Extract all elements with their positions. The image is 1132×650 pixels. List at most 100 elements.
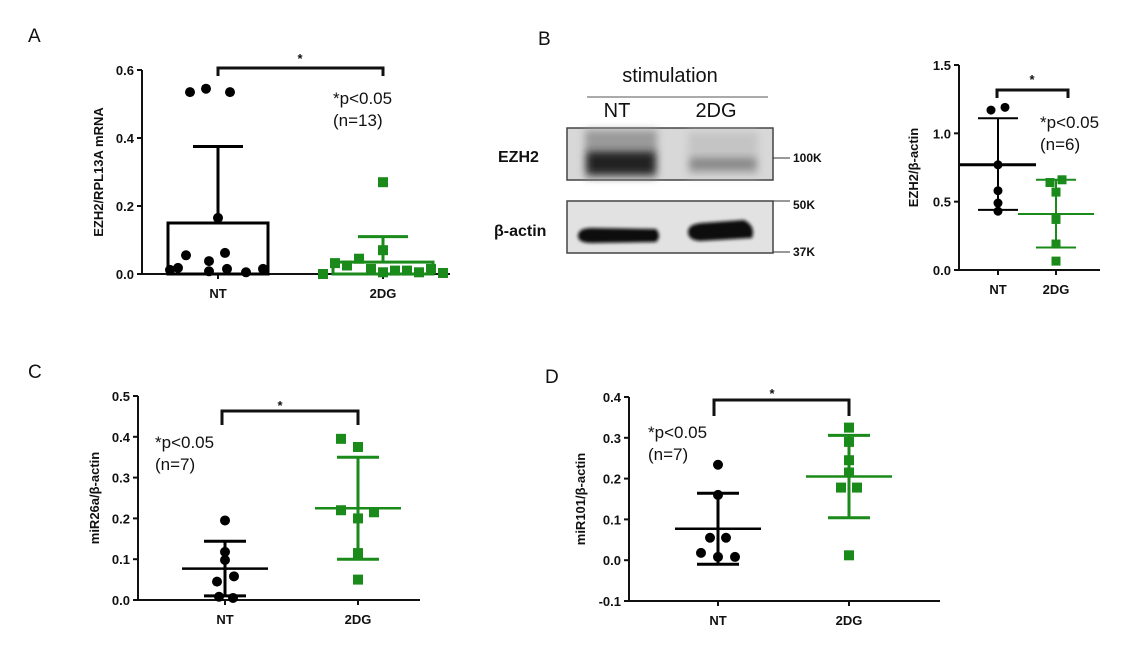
y-tick-label: 0.1 [603, 512, 621, 527]
data-point-nt [1000, 102, 1010, 112]
panel-label: D [545, 367, 559, 388]
data-point-nt [204, 266, 214, 277]
data-point-nt [220, 555, 230, 566]
data-point-2dg [353, 574, 363, 585]
data-point-nt [986, 105, 996, 115]
p-value-note: *p<0.05 [648, 423, 707, 442]
data-point-nt [229, 571, 239, 582]
data-point-nt [201, 83, 211, 94]
x-tick-label: NT [209, 286, 226, 301]
y-tick-label: 0.6 [116, 63, 134, 78]
data-point-nt [220, 515, 230, 526]
data-point-2dg [354, 253, 364, 264]
data-point-nt [993, 198, 1003, 208]
data-point-nt [993, 160, 1003, 170]
y-axis-label: EZH2/RPL13A mRNA [91, 107, 106, 237]
data-point-2dg [438, 267, 448, 278]
data-point-nt [258, 263, 268, 274]
panel-label: C [28, 362, 42, 383]
data-point-2dg [844, 455, 854, 466]
actin-band-nt [578, 228, 659, 243]
significance-bracket [220, 409, 360, 425]
data-point-2dg [1045, 178, 1055, 188]
y-axis-label: miR101/β-actin [573, 453, 588, 546]
data-point-nt [225, 87, 235, 98]
data-point-nt [173, 262, 183, 273]
data-point-2dg [426, 263, 436, 274]
actin-band-2dg [688, 220, 753, 241]
y-tick-label: 0.4 [116, 131, 135, 146]
ezh2-band-nt [587, 152, 655, 174]
data-point-2dg [1057, 175, 1067, 185]
data-point-nt [185, 87, 195, 98]
chart-panel-D [624, 396, 940, 606]
data-point-2dg [369, 507, 379, 518]
chart-panel-C [133, 395, 420, 605]
marker-100k: 100K [793, 151, 822, 165]
data-point-2dg [353, 548, 363, 559]
data-point-nt [220, 247, 230, 258]
n-note: (n=7) [155, 455, 195, 474]
data-point-2dg [1051, 187, 1061, 197]
y-axis-label: EZH2/β-actin [906, 128, 921, 208]
data-point-2dg [402, 265, 412, 276]
x-tick-label: 2DG [345, 612, 372, 627]
p-value-note: *p<0.05 [155, 433, 214, 452]
p-value-note: *p<0.05 [333, 89, 392, 108]
data-point-nt [165, 264, 175, 275]
chart-panel-B-quant [954, 64, 1100, 275]
significance-bracket [216, 66, 385, 76]
significance-star: * [1029, 72, 1035, 87]
data-point-2dg [353, 513, 363, 524]
western-blot [566, 96, 790, 254]
data-point-2dg [336, 433, 346, 444]
data-point-nt [213, 212, 223, 223]
data-point-nt [705, 532, 715, 543]
data-point-nt [222, 263, 232, 274]
x-tick-label: NT [216, 612, 233, 627]
data-point-2dg [336, 505, 346, 516]
n-note: (n=6) [1040, 135, 1080, 154]
y-tick-label: 0.0 [116, 267, 134, 282]
data-point-2dg [1051, 214, 1061, 224]
data-point-nt [220, 546, 230, 557]
y-tick-label: 0.2 [603, 472, 621, 487]
data-point-2dg [844, 550, 854, 561]
significance-bracket [712, 398, 851, 416]
bar-NT [166, 221, 270, 276]
y-tick-label: 0.0 [603, 553, 621, 568]
y-tick-label: 0.5 [112, 389, 130, 404]
data-point-nt [228, 592, 238, 603]
n-note: (n=13) [333, 111, 383, 130]
significance-star: * [277, 398, 283, 413]
y-tick-label: 0.0 [933, 263, 951, 278]
data-point-2dg [1051, 239, 1061, 249]
y-tick-label: 0.0 [112, 593, 130, 608]
data-point-2dg [378, 245, 388, 256]
significance-bracket [995, 88, 1070, 98]
x-tick-label: 2DG [370, 286, 397, 301]
data-point-2dg [318, 269, 328, 279]
lane-label-nt: NT [604, 100, 631, 122]
y-tick-label: 0.5 [933, 195, 951, 210]
data-point-nt [214, 591, 224, 602]
data-point-2dg [844, 436, 854, 447]
y-tick-label: 0.2 [116, 199, 134, 214]
row-label-ezh2: EZH2 [498, 149, 539, 166]
data-point-nt [713, 551, 723, 562]
y-tick-label: 0.1 [112, 552, 130, 567]
y-tick-label: 0.4 [603, 390, 622, 405]
p-value-note: *p<0.05 [1040, 113, 1099, 132]
y-tick-label: 1.0 [933, 126, 951, 141]
data-point-2dg [378, 267, 388, 278]
data-point-nt [713, 489, 723, 500]
x-tick-label: NT [989, 282, 1006, 297]
data-point-2dg [414, 267, 424, 278]
y-tick-label: -0.1 [599, 594, 621, 609]
data-point-nt [993, 206, 1003, 216]
y-tick-label: 1.5 [933, 58, 951, 73]
data-point-2dg [378, 177, 388, 188]
data-point-nt [721, 532, 731, 543]
data-point-nt [696, 547, 706, 558]
